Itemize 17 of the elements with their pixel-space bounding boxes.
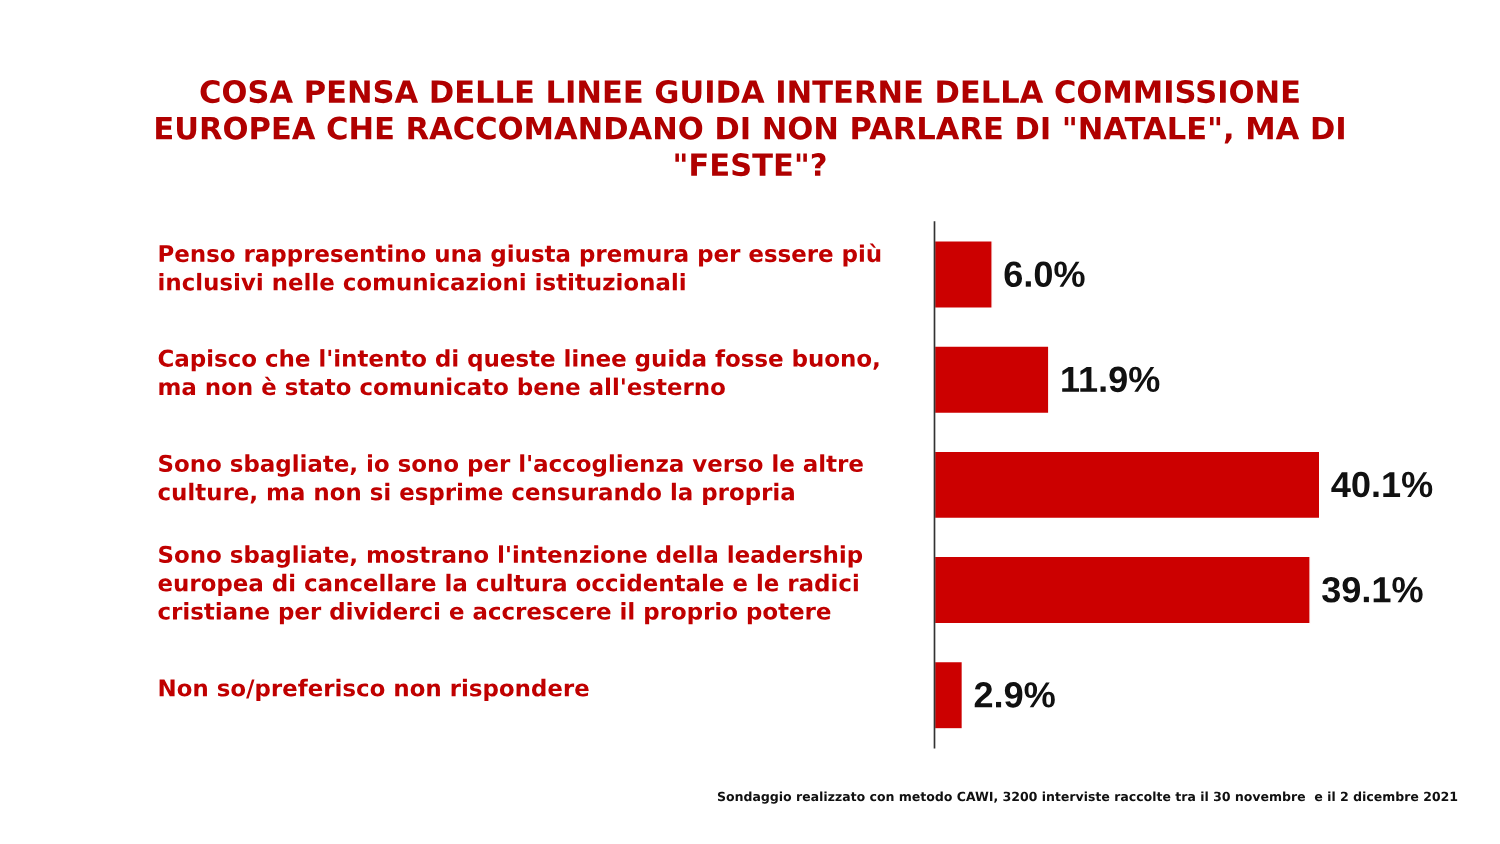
chart-title: COSA PENSA DELLE LINEE GUIDA INTERNE DELLA COMMISSIONE EUROPEA CHE RACCOMANDANO DI NON PARLARE DI "NATALE", MA DI "FESTE"? (156, 80, 1344, 177)
data-label: 6.0% (1004, 261, 1085, 288)
bar (934, 240, 993, 309)
data-label: 11.9% (1062, 366, 1160, 393)
bar (934, 660, 964, 730)
bar (934, 345, 1050, 415)
y-tick-label: Capisco che l'intento di queste linee guida fosse buono, ma non è stato comunicato bene all'esterno (158, 349, 879, 396)
data-label: 40.1% (1331, 471, 1433, 498)
bar (934, 450, 1321, 520)
data-label: 39.1% (1322, 576, 1423, 603)
y-tick-label: Non so/preferisco non rispondere (159, 678, 589, 702)
text: Sondaggio realizzato con metodo CAWI, 3200 interviste raccolte tra il 30 novembre e il 2 dicembre 2021 (717, 791, 1458, 804)
y-tick-label: Sono sbagliate, mostrano l'intenzione della leadership europea di cancellare la cultura occidentale e le radici cristiane per dividerci e accrescere il proprio potere (158, 545, 863, 625)
bar (934, 555, 1311, 625)
y-tick-label: Sono sbagliate, io sono per l'accoglienza verso le altre culture, ma non si esprime censurando la propria (158, 454, 863, 505)
y-tick-label: Penso rappresentino una giusta premura per essere più inclusivi nelle comunicazioni istituzionali (159, 243, 881, 291)
data-label: 2.9% (974, 682, 1055, 708)
